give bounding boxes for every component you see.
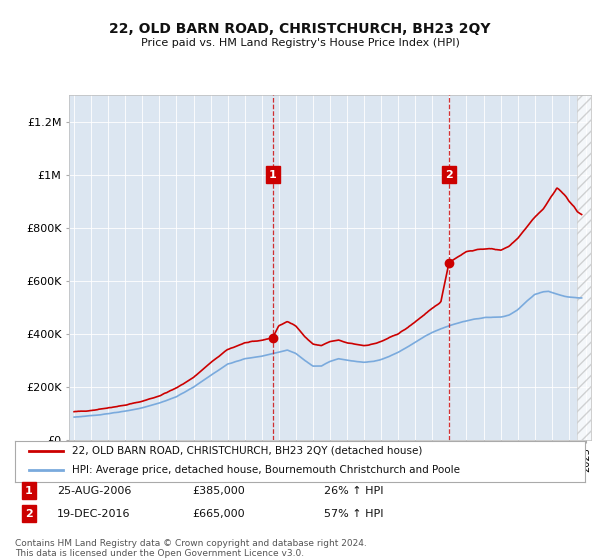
Text: Price paid vs. HM Land Registry's House Price Index (HPI): Price paid vs. HM Land Registry's House … [140,38,460,48]
Text: 25-AUG-2006: 25-AUG-2006 [57,486,131,496]
Text: 2: 2 [445,170,452,180]
Bar [577,95,591,440]
Text: 19-DEC-2016: 19-DEC-2016 [57,508,131,519]
Text: 22, OLD BARN ROAD, CHRISTCHURCH, BH23 2QY (detached house): 22, OLD BARN ROAD, CHRISTCHURCH, BH23 2Q… [72,446,422,456]
Text: Contains HM Land Registry data © Crown copyright and database right 2024.
This d: Contains HM Land Registry data © Crown c… [15,539,367,558]
Text: 22, OLD BARN ROAD, CHRISTCHURCH, BH23 2QY: 22, OLD BARN ROAD, CHRISTCHURCH, BH23 2Q… [109,22,491,36]
Text: 26% ↑ HPI: 26% ↑ HPI [324,486,383,496]
Text: 57% ↑ HPI: 57% ↑ HPI [324,508,383,519]
Text: HPI: Average price, detached house, Bournemouth Christchurch and Poole: HPI: Average price, detached house, Bour… [72,465,460,475]
Bar [577,95,591,440]
Text: 1: 1 [269,170,277,180]
Text: £665,000: £665,000 [192,508,245,519]
Text: 1: 1 [25,486,32,496]
Text: 2: 2 [25,508,32,519]
Text: £385,000: £385,000 [192,486,245,496]
